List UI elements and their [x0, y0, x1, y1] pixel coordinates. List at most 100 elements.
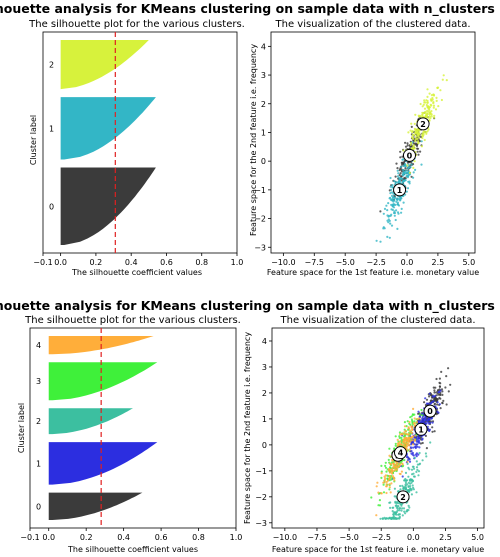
scatter-point-cluster-2 [416, 463, 419, 466]
scatter-point-cluster-2 [412, 472, 415, 475]
scatter-point-cluster-1 [437, 391, 440, 394]
scatter-ytick-label: −1 [254, 186, 266, 195]
scatter-xtick-label: −5.0 [339, 533, 358, 542]
scatter-point-cluster-2 [412, 486, 415, 489]
scatter-point-cluster-1 [427, 422, 430, 425]
silhouette-cluster-label-2: 2 [49, 61, 54, 70]
scatter-point-cluster-1 [389, 192, 392, 195]
scatter-point-cluster-2 [400, 509, 403, 512]
scatter-point-cluster-2 [411, 465, 414, 468]
scatter-point-cluster-2 [391, 506, 394, 509]
scatter-point-cluster-4 [407, 426, 410, 429]
scatter-point-cluster-2 [432, 101, 435, 104]
silhouette-cluster-label-0: 0 [49, 202, 54, 211]
scatter-point-cluster-2 [435, 96, 438, 99]
scatter-point-cluster-0 [395, 162, 398, 165]
scatter-ytick-label: −2 [254, 215, 266, 224]
scatter-point-cluster-4 [394, 465, 397, 468]
scatter-point-cluster-4 [387, 477, 391, 480]
scatter-point-cluster-1 [391, 184, 394, 187]
silhouette-cluster-1 [48, 442, 158, 485]
scatter-point-cluster-2 [401, 507, 404, 510]
scatter-point-cluster-1 [408, 460, 412, 463]
scatter-point-cluster-4 [375, 485, 378, 488]
scatter-ytick-label: 2 [261, 100, 266, 109]
scatter-point-cluster-1 [424, 416, 427, 419]
scatter-point-cluster-2 [413, 147, 416, 150]
scatter-point-cluster-3 [384, 466, 388, 469]
scatter-point-cluster-1 [415, 455, 418, 458]
scatter-point-cluster-1 [402, 201, 405, 204]
scatter-point-cluster-1 [395, 198, 398, 201]
scatter-point-cluster-2 [398, 516, 401, 519]
scatter-point-cluster-2 [414, 139, 417, 142]
scatter-point-cluster-2 [412, 166, 415, 169]
scatter-point-cluster-0 [436, 403, 439, 406]
scatter-point-cluster-2 [394, 517, 398, 520]
scatter-point-cluster-3 [398, 431, 401, 434]
scatter-point-cluster-2 [425, 99, 428, 102]
figure-1-silhouette-ylabel: Cluster label [29, 115, 38, 165]
scatter-ytick-label: 2 [262, 389, 267, 398]
scatter-point-cluster-2 [433, 114, 436, 117]
scatter-point-cluster-1 [431, 400, 434, 404]
scatter-point-cluster-1 [388, 197, 391, 200]
scatter-point-cluster-1 [406, 456, 409, 459]
scatter-point-cluster-3 [380, 464, 383, 467]
scatter-point-cluster-2 [426, 112, 429, 116]
scatter-point-cluster-2 [440, 98, 443, 102]
scatter-point-cluster-0 [442, 399, 445, 402]
scatter-point-cluster-2 [404, 471, 408, 474]
scatter-point-cluster-3 [405, 425, 408, 428]
scatter-point-cluster-1 [428, 428, 431, 431]
scatter-point-cluster-2 [407, 504, 410, 507]
silhouette-axes-frame [42, 31, 238, 254]
scatter-point-cluster-0 [379, 210, 382, 213]
scatter-point-cluster-2 [422, 112, 425, 115]
scatter-point-cluster-4 [387, 467, 391, 471]
scatter-point-cluster-4 [413, 438, 416, 441]
scatter-point-cluster-1 [426, 420, 429, 423]
scatter-point-cluster-2 [407, 475, 410, 478]
scatter-point-cluster-4 [399, 472, 402, 476]
scatter-point-cluster-2 [420, 145, 423, 148]
scatter-point-cluster-4 [393, 479, 396, 482]
scatter-point-cluster-1 [390, 213, 393, 216]
scatter-ytick-label: −1 [255, 467, 267, 476]
scatter-point-cluster-4 [397, 443, 401, 446]
scatter-point-cluster-0 [399, 156, 402, 159]
scatter-point-cluster-1 [410, 450, 413, 453]
scatter-point-cluster-0 [428, 395, 431, 398]
scatter-point-cluster-2 [394, 504, 397, 507]
scatter-point-cluster-4 [405, 433, 408, 436]
figure-1-silhouette-title: The silhouette plot for the various clus… [28, 19, 245, 30]
silhouette-cluster-label-3: 3 [36, 377, 41, 386]
scatter-point-cluster-0 [433, 391, 436, 394]
scatter-point-cluster-1 [414, 168, 417, 171]
scatter-point-cluster-2 [413, 475, 416, 478]
scatter-point-cluster-4 [411, 439, 414, 442]
scatter-point-cluster-4 [407, 437, 410, 440]
scatter-point-cluster-3 [388, 447, 391, 450]
figure-2-suptitle: Silhouette analysis for KMeans clusterin… [0, 298, 500, 314]
silhouette-axes-frame [29, 327, 237, 529]
scatter-point-cluster-4 [382, 481, 385, 484]
scatter-point-cluster-1 [402, 179, 405, 182]
scatter-point-cluster-2 [423, 99, 426, 102]
scatter-point-cluster-1 [394, 218, 397, 222]
scatter-point-cluster-1 [439, 389, 442, 392]
silhouette-xtick-label: 1.0 [230, 533, 243, 542]
figure-1-suptitle: Silhouette analysis for KMeans clusterin… [0, 1, 500, 17]
scatter-point-cluster-4 [385, 491, 388, 495]
scatter-point-cluster-0 [410, 161, 413, 164]
scatter-point-cluster-2 [425, 455, 428, 458]
silhouette-cluster-label-4: 4 [36, 341, 41, 350]
scatter-point-cluster-0 [415, 144, 419, 147]
scatter-point-cluster-1 [388, 236, 391, 239]
scatter-point-cluster-4 [396, 438, 399, 441]
scatter-point-cluster-4 [375, 514, 378, 517]
scatter-point-cluster-1 [396, 169, 399, 172]
scatter-axes-background [271, 32, 475, 253]
figure-1-scatter-plot: 0 1 2 −10.0 −7.5 −5.0 −2.5 0.0 2.5 5.0 −3 −2 −1 0 1 2 3 4 [254, 31, 476, 267]
scatter-point-cluster-3 [420, 408, 423, 412]
